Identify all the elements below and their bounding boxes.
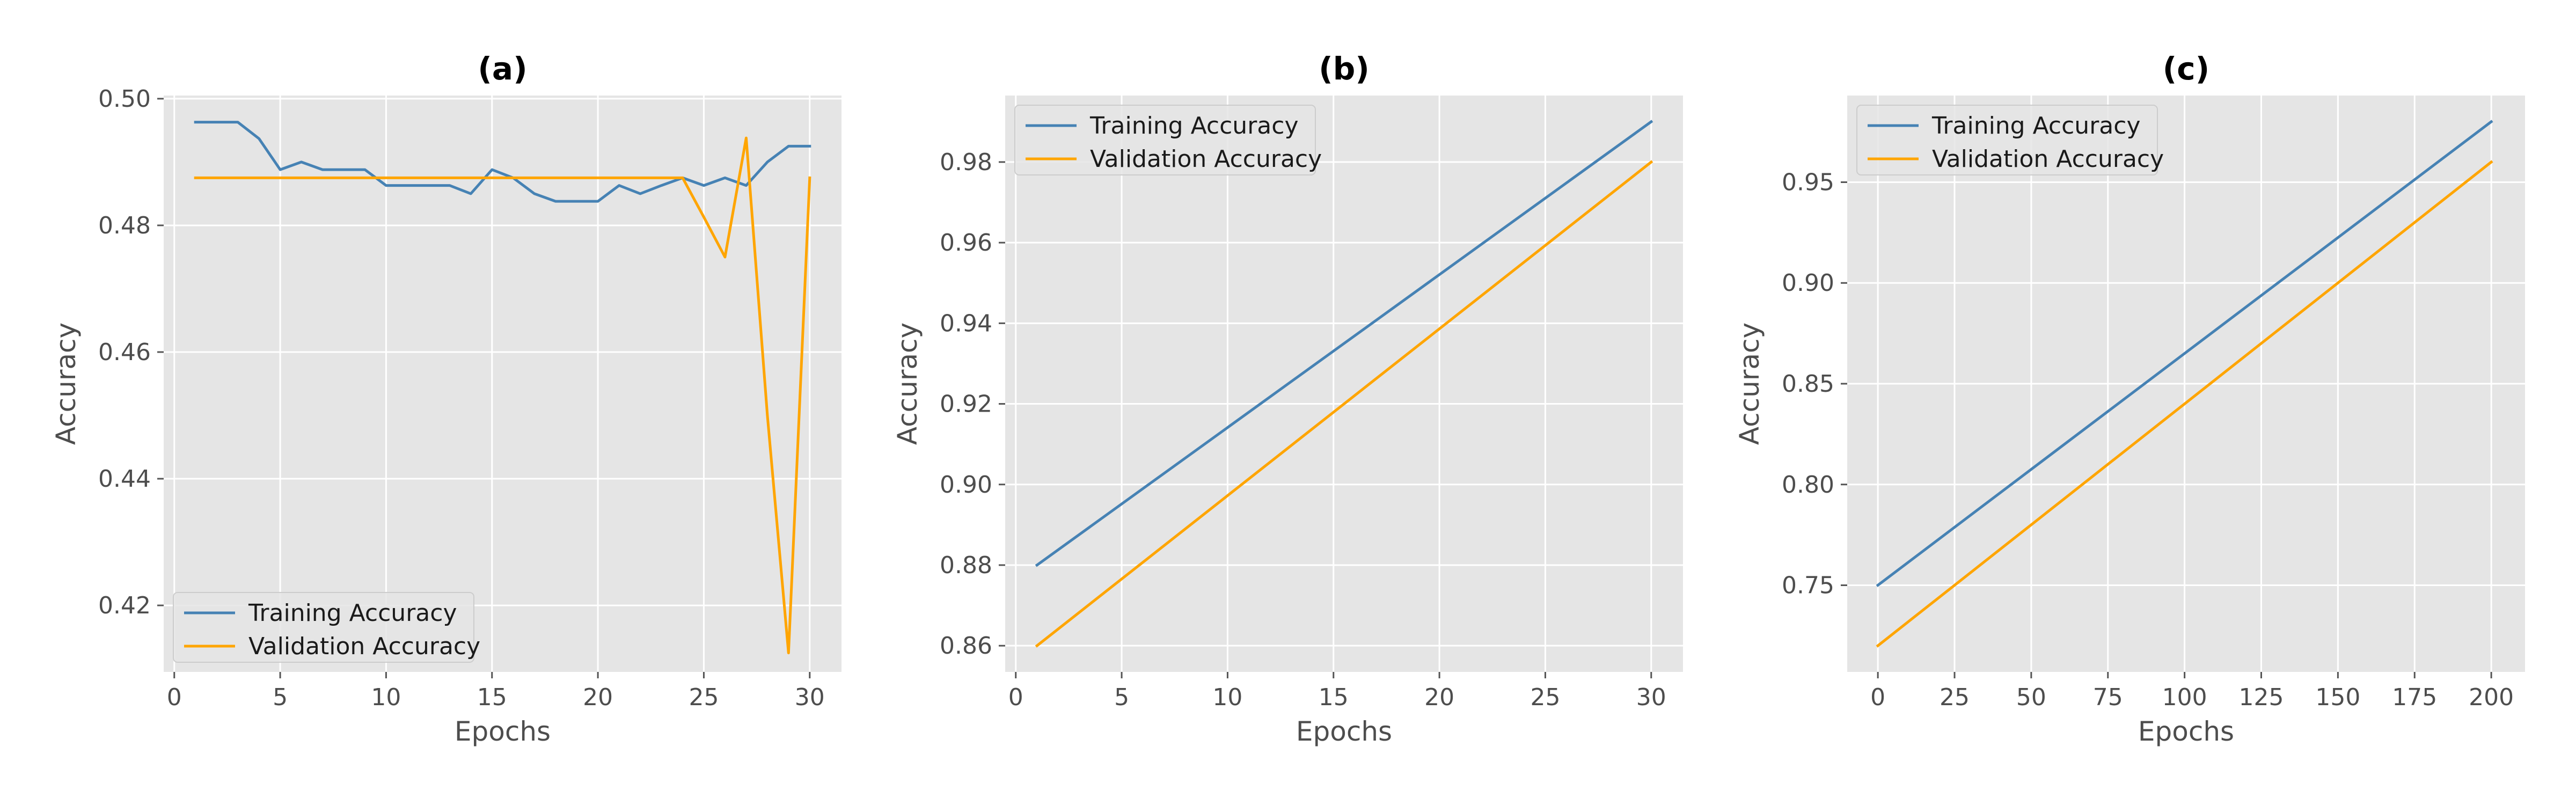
chart-2-legend: Training Accuracy Validation Accuracy — [1014, 105, 1322, 175]
chart-2: 0 5 10 15 20 25 30 0.86 0.88 0.90 0.92 0.94 0.96 0.98… — [892, 50, 1683, 747]
chart-3-y-axis-label: Accuracy — [1734, 323, 1765, 445]
chart-3-series-validation-accuracy — [1876, 160, 2493, 648]
chart-2-x-tick-label: 5 — [1114, 684, 1129, 711]
chart-2-x-tick-label: 30 — [1636, 684, 1666, 711]
chart-2-x-tick-label: 0 — [1008, 684, 1023, 711]
chart-1-series-training-accuracy — [194, 121, 811, 203]
chart-2-y-tick-label: 0.90 — [940, 471, 992, 499]
chart-3-legend-label-validation-accuracy: Validation Accuracy — [1932, 145, 2164, 173]
chart-3-series-training-accuracy — [1876, 120, 2493, 588]
chart-1-y-tick-label: 0.50 — [98, 85, 151, 113]
chart-3-x-tick-label: 100 — [2162, 684, 2207, 711]
chart-2-y-tick-label: 0.88 — [940, 552, 992, 579]
chart-1-plot-area — [164, 96, 841, 672]
chart-2-legend-box — [1014, 105, 1316, 175]
chart-1-x-tick-label: 10 — [371, 684, 401, 711]
chart-3-legend-label-training-accuracy: Training Accuracy — [1931, 112, 2140, 140]
chart-2-y-axis-label: Accuracy — [892, 323, 923, 445]
chart-2-series-training-accuracy — [1035, 120, 1653, 567]
chart-2-x-tick-label: 10 — [1212, 684, 1242, 711]
chart-2-legend-label-validation-accuracy: Validation Accuracy — [1090, 145, 1322, 173]
chart-3-legend: Training Accuracy Validation Accuracy — [1856, 105, 2164, 175]
chart-1: 0 5 10 15 20 25 30 0.42 0.44 0.46 0.48 0.50 (a) Epoch… — [50, 50, 841, 747]
chart-2-plot-area — [1005, 96, 1683, 672]
chart-2-y-tick-label: 0.98 — [940, 149, 992, 176]
chart-2-legend-label-training-accuracy: Training Accuracy — [1089, 112, 1298, 140]
chart-1-x-tick-label: 25 — [689, 684, 719, 711]
chart-3-x-tick-label: 125 — [2239, 684, 2284, 711]
chart-3-title: (c) — [2163, 50, 2209, 87]
chart-3-legend-box — [1856, 105, 2158, 175]
chart-3-x-axis-label: Epochs — [2138, 716, 2234, 747]
chart-3-y-tick-label: 0.80 — [1782, 471, 1834, 499]
chart-1-x-tick-label: 20 — [583, 684, 613, 711]
chart-2-x-axis-label: Epochs — [1296, 716, 1392, 747]
chart-1-y-tick-label: 0.42 — [98, 592, 151, 619]
chart-1-x-tick-label: 0 — [167, 684, 182, 711]
chart-1-x-axis-label: Epochs — [455, 716, 551, 747]
chart-3-y-tick-label: 0.75 — [1782, 572, 1834, 599]
chart-2-series-validation-accuracy — [1035, 160, 1653, 648]
chart-1-y-tick-label: 0.46 — [98, 339, 151, 366]
chart-1-series-validation-accuracy — [194, 136, 811, 655]
chart-1-y-axis-label: Accuracy — [50, 323, 82, 445]
chart-1-x-tick-label: 30 — [795, 684, 825, 711]
chart-2-title: (b) — [1319, 50, 1370, 87]
chart-3-y-tick-label: 0.85 — [1782, 370, 1834, 398]
chart-2-x-tick-label: 20 — [1424, 684, 1454, 711]
chart-3-x-tick-label: 25 — [1940, 684, 1970, 711]
chart-2-x-tick-label: 25 — [1530, 684, 1560, 711]
chart-3-x-tick-label: 75 — [2093, 684, 2123, 711]
chart-1-legend-box — [173, 592, 474, 663]
chart-1-y-tick-label: 0.48 — [98, 212, 151, 239]
chart-3-x-tick-label: 150 — [2315, 684, 2360, 711]
chart-1-x-tick-label: 5 — [273, 684, 288, 711]
chart-3-x-tick-label: 50 — [2016, 684, 2046, 711]
chart-3-x-tick-label: 175 — [2392, 684, 2437, 711]
chart-3-x-tick-label: 0 — [1870, 684, 1885, 711]
chart-1-legend-label-validation-accuracy: Validation Accuracy — [248, 633, 480, 660]
chart-3-x-tick-label: 200 — [2469, 684, 2514, 711]
chart-2-x-tick-label: 15 — [1319, 684, 1349, 711]
chart-2-y-tick-label: 0.92 — [940, 391, 992, 418]
chart-3: 0 25 50 75 100 125 150 175 200 0.75 0.80 0.85 0.90 0.… — [1734, 50, 2525, 747]
chart-1-x-tick-label: 15 — [477, 684, 507, 711]
chart-3-y-tick-label: 0.95 — [1782, 169, 1834, 196]
chart-1-y-tick-label: 0.44 — [98, 465, 151, 493]
chart-2-y-tick-label: 0.96 — [940, 229, 992, 257]
chart-2-y-tick-label: 0.86 — [940, 632, 992, 660]
chart-3-y-tick-label: 0.90 — [1782, 269, 1834, 297]
chart-1-title: (a) — [478, 50, 527, 87]
chart-2-y-tick-label: 0.94 — [940, 310, 992, 337]
chart-1-legend-label-training-accuracy: Training Accuracy — [248, 599, 457, 627]
chart-1-legend: Training Accuracy Validation Accuracy — [173, 592, 480, 663]
